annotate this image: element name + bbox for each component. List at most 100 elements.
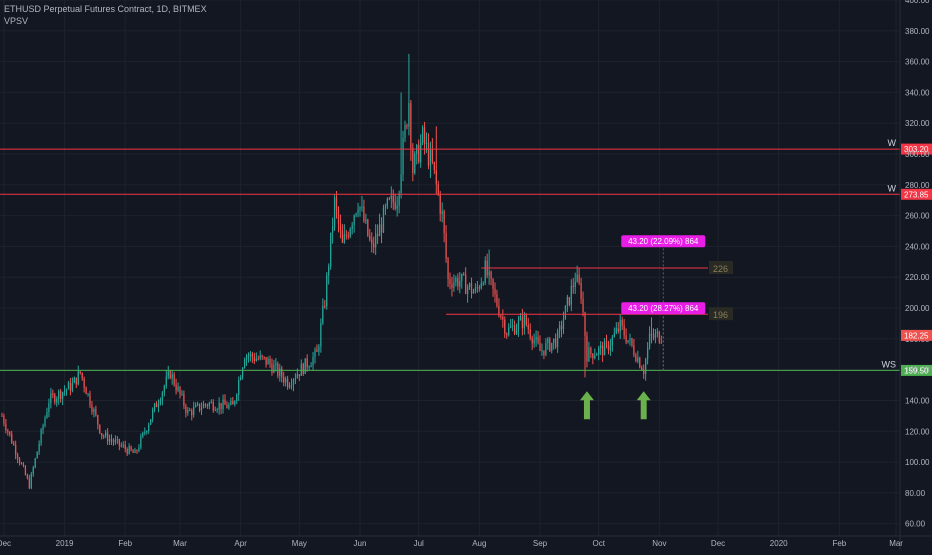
candle-body [101, 433, 103, 437]
candle-body [498, 305, 500, 316]
candle-body [9, 431, 11, 435]
last-price-tag [901, 329, 932, 341]
y-tick-label: 200.00 [905, 304, 930, 313]
candle-body [500, 315, 502, 317]
candle-body [30, 473, 32, 489]
candle-body [658, 331, 660, 343]
candle-body [58, 391, 60, 399]
level-label: WS [882, 359, 897, 369]
candle-body [439, 194, 441, 215]
up-arrow-icon [636, 391, 651, 420]
candle-body [142, 432, 144, 437]
candle-body [13, 443, 15, 445]
candle-body [508, 327, 510, 336]
candle-body [304, 358, 306, 374]
candle-body [517, 320, 520, 330]
candle-body [384, 206, 387, 208]
candle-body [191, 410, 193, 416]
candle-body [106, 432, 109, 442]
candle-body [151, 410, 154, 420]
candle-body [492, 278, 494, 289]
candle-body [175, 384, 177, 391]
candle-body [580, 283, 582, 300]
candle-body [470, 283, 473, 294]
candle-body [607, 342, 610, 351]
candle-body [120, 445, 122, 447]
candle-body [210, 402, 212, 404]
candle-body [449, 279, 451, 285]
candle-body [590, 347, 592, 354]
candle-body [277, 363, 279, 376]
candle-body [337, 209, 340, 224]
candle-body [198, 403, 201, 411]
candle-body [650, 333, 653, 336]
candle-body [490, 271, 492, 279]
candle-body [208, 402, 210, 406]
candle-body [621, 319, 623, 326]
candle-body [367, 219, 369, 236]
candle-body [568, 297, 570, 305]
candle-body [558, 325, 561, 332]
candle-body [646, 347, 649, 360]
candle-body [603, 341, 606, 356]
candle-body [218, 402, 220, 410]
candle-body [433, 161, 435, 170]
candle-body [230, 401, 232, 405]
candle-body [110, 439, 113, 441]
candle-body [60, 391, 62, 399]
candle-body [167, 371, 169, 377]
x-tick-label: Apr [234, 539, 247, 548]
candle-body [77, 371, 79, 385]
candle-body [339, 223, 342, 231]
candle-body [635, 355, 637, 362]
candle-body [310, 365, 312, 368]
candle-body [40, 429, 42, 444]
candle-body [466, 287, 469, 294]
candle-body [255, 358, 257, 362]
candle-body [619, 319, 621, 332]
candle-body [637, 357, 639, 362]
candle-body [150, 419, 152, 425]
candle-body [212, 402, 214, 411]
candle-body [153, 403, 156, 411]
candle-body [592, 353, 594, 359]
candle-body [357, 209, 359, 214]
candle-body [349, 228, 351, 237]
candle-body [312, 357, 314, 366]
measure-label: 43.20 (22.09%) 864 [628, 237, 699, 246]
candle-body [63, 390, 66, 393]
candle-body [20, 463, 23, 465]
candle-body [171, 374, 173, 379]
price-tag [901, 364, 932, 376]
candle-body [369, 235, 371, 240]
candle-body [226, 404, 228, 409]
candle-body [566, 297, 569, 306]
candle-body [627, 340, 629, 343]
candle-body [582, 299, 584, 313]
x-tick-label: Aug [472, 539, 486, 548]
candle-body [292, 379, 295, 385]
candle-body [187, 410, 189, 413]
candle-body [259, 355, 261, 359]
candle-body [5, 423, 7, 431]
y-tick-label: 300.00 [905, 150, 930, 159]
candle-body [81, 372, 83, 379]
last-price-text: 182.25 [904, 331, 929, 340]
indicator-label[interactable]: VPSV [4, 16, 29, 26]
candle-body [99, 424, 101, 434]
y-tick-label: 380.00 [905, 27, 930, 36]
candle-body [54, 394, 56, 403]
candle-body [478, 287, 480, 289]
x-tick-label: Mar [889, 539, 903, 548]
candle-body [114, 439, 117, 443]
candle-body [355, 213, 357, 216]
candle-body [613, 333, 615, 337]
candle-body [457, 278, 459, 287]
candle-body [345, 234, 347, 236]
x-tick-label: Dec [0, 539, 11, 548]
candle-body [461, 273, 463, 281]
candle-body [437, 184, 439, 195]
candle-body [56, 398, 58, 403]
